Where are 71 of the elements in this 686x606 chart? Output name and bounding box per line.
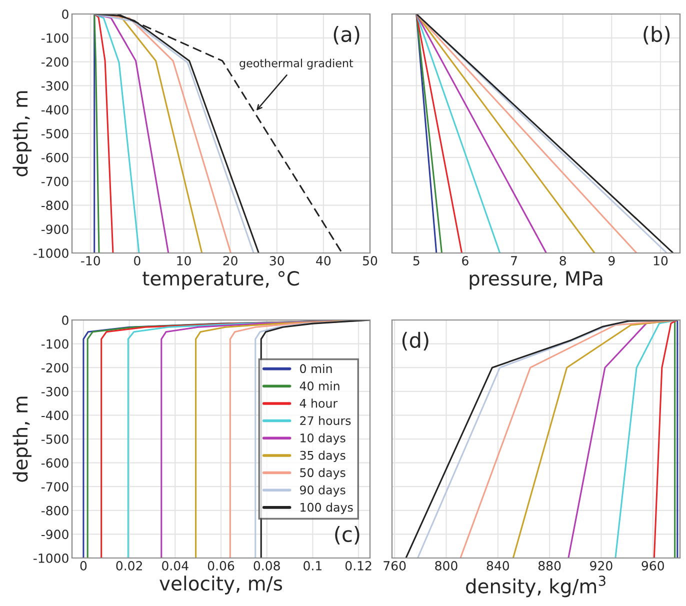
y-tick-label: -300 <box>41 81 68 91</box>
legend-label: 90 days <box>300 485 346 497</box>
x-tick-label: 0.08 <box>254 561 280 570</box>
legend-label: 10 days <box>300 433 346 445</box>
line-series <box>94 14 140 253</box>
x-tick-label: 760 <box>384 561 406 570</box>
annotation: (d) <box>402 332 428 350</box>
annotation: geothermal gradient <box>240 58 354 70</box>
y-tick-label: -1000 <box>34 248 68 258</box>
y-tick-label: 0 <box>62 9 68 19</box>
legend-label: 4 hour <box>300 398 338 408</box>
x-tick-label: 960 <box>642 561 664 570</box>
legend-label: 35 days <box>300 450 346 462</box>
y-tick-label: -900 <box>41 530 68 540</box>
x-tick-label: 800 <box>435 561 458 570</box>
line-series <box>94 14 170 253</box>
x-tick-label: 8 <box>560 256 566 266</box>
y-tick-label: -900 <box>41 224 68 234</box>
x-tick-label: 0.12 <box>345 561 372 570</box>
legend-label: 27 hours <box>300 416 351 426</box>
legend-label: 100 days <box>300 502 353 514</box>
x-tick-label: 30 <box>270 256 284 266</box>
x-tick-label: 50 <box>363 256 378 266</box>
legend-label: 40 min <box>300 381 340 390</box>
x-tick-label: 10 <box>177 256 191 266</box>
y-tick-label: -500 <box>41 434 68 444</box>
y-tick-label: -300 <box>41 386 68 396</box>
x-tick-label: 920 <box>590 561 612 570</box>
x-tick-label: 7 <box>511 256 517 266</box>
x-tick-label: 9 <box>608 256 615 266</box>
x-tick-label: 880 <box>538 561 561 570</box>
legend-label: 50 days <box>300 468 346 480</box>
x-tick-label: 0 <box>134 256 140 266</box>
y-tick-label: -700 <box>41 176 68 186</box>
y-tick-label: -200 <box>41 363 68 373</box>
x-tick-label: 20 <box>223 256 238 266</box>
y-tick-label: -400 <box>41 105 68 115</box>
x-tick-label: 0.02 <box>116 561 142 570</box>
y-axis-title: depth, m <box>12 91 32 176</box>
y-tick-label: -100 <box>41 339 68 349</box>
x-tick-label: 0.1 <box>304 561 322 570</box>
y-tick-label: -400 <box>41 410 68 420</box>
y-tick-label: -600 <box>41 458 68 468</box>
x-tick-label: 10 <box>654 256 668 266</box>
x-axis-title: temperature, °C <box>142 270 299 290</box>
x-tick-label: 6 <box>462 256 468 266</box>
y-tick-label: -200 <box>41 57 68 67</box>
x-tick-label: 840 <box>486 561 509 570</box>
x-tick-label: 40 <box>316 256 331 266</box>
y-tick-label: -800 <box>41 200 68 210</box>
y-tick-label: -600 <box>41 152 68 162</box>
annotation: (a) <box>334 26 360 45</box>
x-axis-title: velocity, m/s <box>160 576 282 594</box>
line-series <box>94 14 114 253</box>
y-tick-label: 0 <box>62 315 68 325</box>
y-tick-label: -800 <box>41 506 68 516</box>
annotation: (b) <box>644 26 670 45</box>
x-tick-label: 0 <box>80 561 87 570</box>
y-tick-label: -700 <box>41 482 68 492</box>
x-axis-title: pressure, MPa <box>470 271 602 290</box>
y-tick-label: -500 <box>41 128 68 138</box>
x-tick-label: 0.04 <box>162 561 188 570</box>
x-tick-label: 5 <box>413 256 420 266</box>
annotation: (c) <box>335 526 360 545</box>
x-tick-label: -10 <box>81 256 100 266</box>
y-tick-label: -1000 <box>34 553 68 563</box>
y-axis-title: depth, m <box>12 396 32 482</box>
y-tick-label: -100 <box>41 33 68 43</box>
x-axis-title: density, kg/m$^{3}$ <box>466 576 606 598</box>
legend-label: 0 min <box>300 364 332 374</box>
x-tick-label: 0.06 <box>208 561 234 570</box>
